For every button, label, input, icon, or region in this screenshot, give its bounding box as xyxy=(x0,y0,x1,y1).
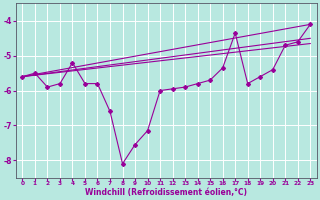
X-axis label: Windchill (Refroidissement éolien,°C): Windchill (Refroidissement éolien,°C) xyxy=(85,188,247,197)
